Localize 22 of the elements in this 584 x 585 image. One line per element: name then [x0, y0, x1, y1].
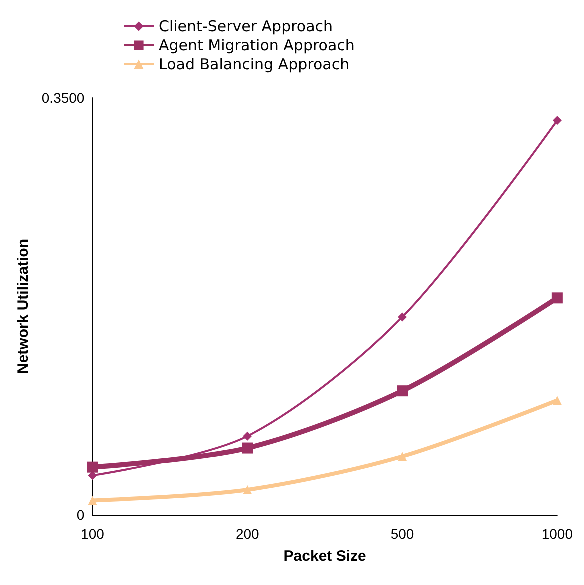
x-tick-label: 200 — [236, 526, 260, 542]
legend-label: Load Balancing Approach — [159, 56, 350, 74]
point — [242, 442, 254, 454]
point — [552, 292, 563, 304]
x-tick-label: 1000 — [542, 526, 574, 542]
y-tick-label: 0.3500 — [42, 90, 85, 106]
legend-label: Agent Migration Approach — [159, 36, 355, 54]
point — [87, 462, 98, 473]
y-tick-label: 0 — [76, 507, 85, 523]
x-tick-label: 500 — [390, 526, 414, 542]
point — [398, 452, 408, 462]
point — [243, 432, 252, 441]
y-axis-title: Network Utilization — [15, 238, 32, 374]
point — [552, 396, 562, 406]
point — [243, 485, 252, 494]
point — [397, 386, 408, 397]
point — [398, 312, 408, 322]
point — [88, 496, 98, 506]
legend-label: Client-Server Approach — [159, 18, 334, 36]
x-tick-label: 100 — [81, 526, 105, 542]
x-axis-title: Packet Size — [284, 548, 366, 565]
point — [552, 116, 562, 126]
